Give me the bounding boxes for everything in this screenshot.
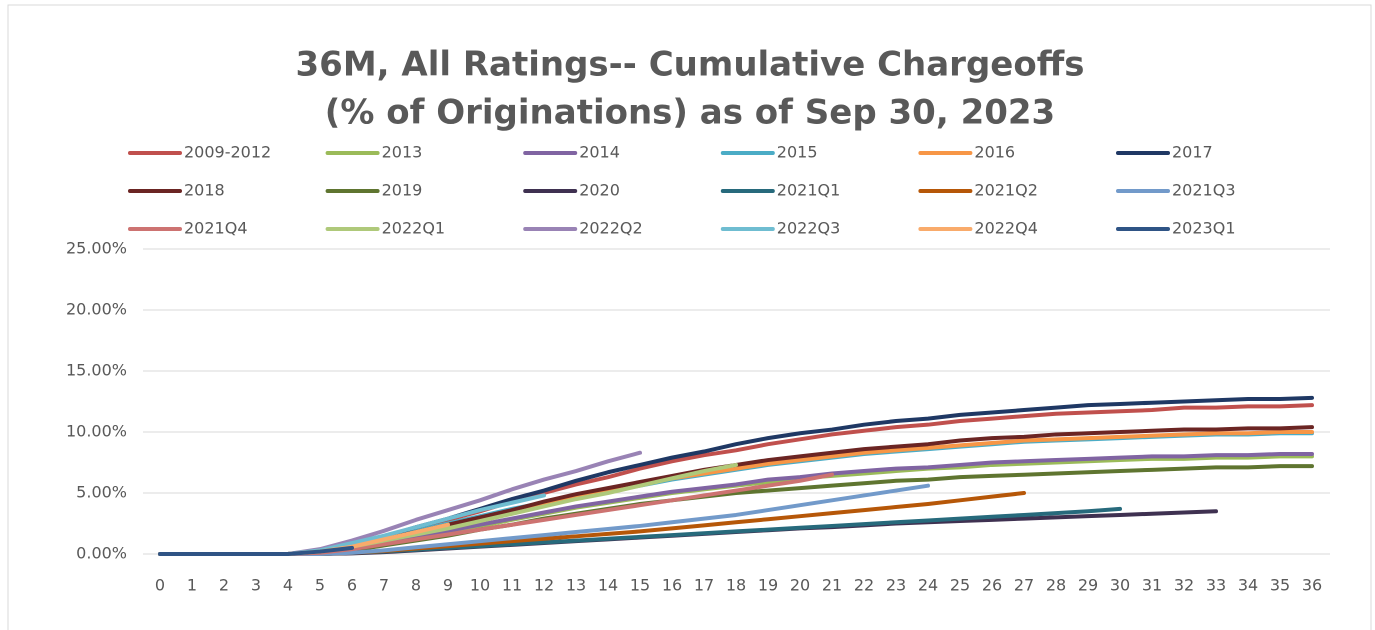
x-tick-label: 8: [411, 576, 421, 595]
x-tick-label: 19: [758, 576, 778, 595]
y-tick-label: 25.00%: [66, 239, 127, 258]
chart-title: 36M, All Ratings-- Cumulative Chargeoffs: [296, 45, 1085, 85]
legend-label: 2013: [382, 143, 423, 162]
x-tick-label: 5: [315, 576, 325, 595]
x-tick-label: 6: [347, 576, 357, 595]
x-tick-label: 23: [886, 576, 906, 595]
legend-label: 2022Q4: [974, 219, 1038, 238]
legend-label: 2022Q3: [777, 219, 841, 238]
x-tick-label: 33: [1206, 576, 1226, 595]
y-tick-label: 5.00%: [76, 483, 127, 502]
x-tick-label: 27: [1014, 576, 1034, 595]
legend-label: 2018: [184, 181, 225, 200]
x-tick-label: 1: [187, 576, 197, 595]
legend-label: 2020: [579, 181, 620, 200]
x-tick-label: 9: [443, 576, 453, 595]
x-tick-label: 0: [155, 576, 165, 595]
x-tick-label: 34: [1238, 576, 1258, 595]
legend-label: 2021Q3: [1172, 181, 1236, 200]
x-tick-label: 35: [1270, 576, 1290, 595]
x-tick-label: 14: [598, 576, 618, 595]
x-tick-label: 11: [502, 576, 522, 595]
legend-label: 2021Q4: [184, 219, 248, 238]
x-tick-label: 12: [534, 576, 554, 595]
x-tick-label: 28: [1046, 576, 1066, 595]
x-tick-label: 18: [726, 576, 746, 595]
y-tick-label: 0.00%: [76, 544, 127, 563]
x-tick-label: 25: [950, 576, 970, 595]
x-tick-label: 4: [283, 576, 293, 595]
x-tick-label: 22: [854, 576, 874, 595]
y-tick-label: 15.00%: [66, 361, 127, 380]
y-tick-label: 10.00%: [66, 422, 127, 441]
x-tick-label: 29: [1078, 576, 1098, 595]
x-tick-label: 21: [822, 576, 842, 595]
chart-title: (% of Originations) as of Sep 30, 2023: [325, 93, 1055, 133]
x-tick-label: 13: [566, 576, 586, 595]
x-tick-label: 31: [1142, 576, 1162, 595]
x-tick-label: 26: [982, 576, 1002, 595]
x-tick-label: 15: [630, 576, 650, 595]
x-tick-label: 3: [251, 576, 261, 595]
legend-label: 2017: [1172, 143, 1213, 162]
x-tick-label: 16: [662, 576, 682, 595]
x-tick-label: 17: [694, 576, 714, 595]
x-tick-label: 24: [918, 576, 938, 595]
x-tick-label: 30: [1110, 576, 1130, 595]
x-tick-label: 10: [470, 576, 490, 595]
legend-label: 2019: [382, 181, 423, 200]
series-line: [158, 545, 354, 556]
legend-label: 2009-2012: [184, 143, 271, 162]
legend-label: 2021Q1: [777, 181, 841, 200]
x-tick-label: 7: [379, 576, 389, 595]
legend-label: 2014: [579, 143, 620, 162]
x-tick-label: 32: [1174, 576, 1194, 595]
legend-label: 2016: [974, 143, 1015, 162]
legend-label: 2023Q1: [1172, 219, 1236, 238]
legend-label: 2021Q2: [974, 181, 1038, 200]
x-tick-label: 2: [219, 576, 229, 595]
x-tick-label: 20: [790, 576, 810, 595]
y-tick-label: 20.00%: [66, 300, 127, 319]
legend-label: 2022Q1: [382, 219, 446, 238]
x-tick-label: 36: [1302, 576, 1322, 595]
legend-label: 2015: [777, 143, 818, 162]
legend-label: 2022Q2: [579, 219, 643, 238]
